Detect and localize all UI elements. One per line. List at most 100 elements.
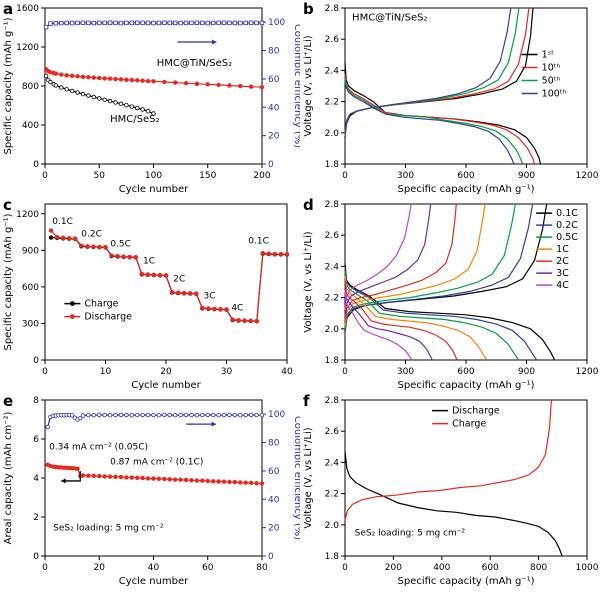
y2-axis-label: Coulombic efficiency (%) <box>292 24 300 148</box>
data-point-marker <box>121 254 126 259</box>
data-point-marker <box>205 478 210 484</box>
legend-label: 1ˢᵗ <box>542 50 555 61</box>
data-point-marker <box>259 84 265 90</box>
x-axis-label: Cycle number <box>131 380 201 391</box>
data-point-marker <box>238 83 243 89</box>
legend-label: 0.1C <box>556 208 578 219</box>
data-point-marker <box>91 244 96 249</box>
data-point-marker <box>107 20 113 25</box>
x-tick-label: 400 <box>433 563 450 573</box>
x-tick-label: 20 <box>94 563 106 573</box>
y-tick-label: 2.2 <box>325 294 339 304</box>
y-tick-label: 2.4 <box>325 66 340 76</box>
data-point-marker <box>200 478 205 483</box>
data-point-marker <box>124 412 129 418</box>
y-tick-label: 1200 <box>16 43 39 53</box>
x-tick-label: 30 <box>221 367 233 377</box>
data-point-marker <box>140 78 145 83</box>
data-point-marker <box>260 250 265 256</box>
data-point-marker <box>107 98 113 104</box>
data-point-marker <box>113 20 118 26</box>
y-tick-label: 4 <box>33 474 39 484</box>
data-point-marker <box>156 20 162 26</box>
data-point-marker <box>97 412 102 418</box>
data-point-marker <box>80 413 86 418</box>
y-tick-label: 2.6 <box>325 427 340 437</box>
series-rate-2c <box>344 203 457 322</box>
y-tick-label: 0 <box>33 552 39 562</box>
data-point-marker <box>145 109 151 114</box>
data-point-marker <box>181 290 187 296</box>
series-loading-discharge <box>344 451 563 557</box>
data-point-marker <box>129 475 134 480</box>
data-point-marker <box>230 317 235 322</box>
data-point-marker <box>91 412 97 418</box>
data-point-marker <box>79 243 84 248</box>
x-tick-label: 100 <box>145 171 162 181</box>
y-tick-label: 8 <box>33 396 39 406</box>
data-point-marker <box>145 412 151 418</box>
y-axis-label: Voltage (V, vs Li⁺/Li) <box>303 231 314 332</box>
legend-label: Charge <box>452 419 486 430</box>
data-point-marker <box>75 20 80 26</box>
data-point-marker <box>248 84 254 89</box>
data-point-marker <box>127 254 132 260</box>
data-point-marker <box>135 105 140 111</box>
data-point-marker <box>97 244 102 250</box>
data-point-marker <box>227 20 232 26</box>
annotation: 0.2C <box>81 229 102 239</box>
x-tick-label: 10 <box>100 367 112 377</box>
data-point-marker <box>210 479 216 484</box>
data-point-marker <box>48 79 53 85</box>
data-point-marker <box>151 111 156 116</box>
data-point-marker <box>140 412 145 418</box>
data-point-marker <box>69 88 75 94</box>
plot-frame <box>44 203 288 361</box>
legend-label: 1C <box>556 244 569 255</box>
annotation: SeS₂ loading: 5 mg cm⁻² <box>53 524 164 534</box>
data-point-marker <box>64 87 69 92</box>
data-point-marker <box>162 20 167 25</box>
data-point-marker <box>243 412 248 418</box>
x-tick-label: 50 <box>94 171 106 181</box>
data-point-marker <box>194 20 200 25</box>
plot-frame <box>344 399 588 557</box>
data-point-marker <box>91 75 97 80</box>
data-point-marker <box>118 101 124 107</box>
y-axis-label: Specific capacity (mAh g⁻¹) <box>3 17 14 154</box>
data-point-marker <box>151 412 156 418</box>
y-tick-label: 300 <box>22 319 39 329</box>
data-point-marker <box>172 20 178 26</box>
y-axis-label: Voltage (V, vs Li⁺/Li) <box>303 35 314 136</box>
annotation-arrow <box>61 471 81 482</box>
data-point-marker <box>162 476 167 482</box>
data-point-marker <box>227 479 232 485</box>
data-point-marker <box>80 91 86 97</box>
data-point-marker <box>53 20 59 26</box>
data-point-marker <box>140 107 145 112</box>
x-tick-label: 0 <box>342 171 348 181</box>
y-tick-label: 1.8 <box>325 160 340 170</box>
series-rate-0p1c <box>344 263 556 361</box>
data-point-marker <box>248 318 253 323</box>
data-point-marker <box>200 305 205 311</box>
data-point-marker <box>80 473 86 478</box>
data-point-marker <box>169 289 175 295</box>
data-point-marker <box>242 318 247 323</box>
data-point-marker <box>232 412 238 418</box>
data-point-marker <box>145 78 151 84</box>
series-cycle-100 <box>344 7 512 133</box>
x-tick-label: 0 <box>42 171 48 181</box>
legend-label: 100ᵗʰ <box>542 89 567 100</box>
series-cycle-10 <box>344 73 536 165</box>
data-point-marker <box>238 480 243 485</box>
y-tick-label: 2.8 <box>325 4 340 14</box>
data-point-marker <box>254 20 259 26</box>
x-tick-label: 300 <box>397 367 414 377</box>
y-tick-label: 800 <box>22 82 39 92</box>
data-point-marker <box>221 20 227 25</box>
series-cycle-50 <box>344 78 524 165</box>
y-tick-label: 2.0 <box>325 325 340 335</box>
data-point-marker <box>183 80 189 86</box>
data-point-marker <box>102 474 107 479</box>
